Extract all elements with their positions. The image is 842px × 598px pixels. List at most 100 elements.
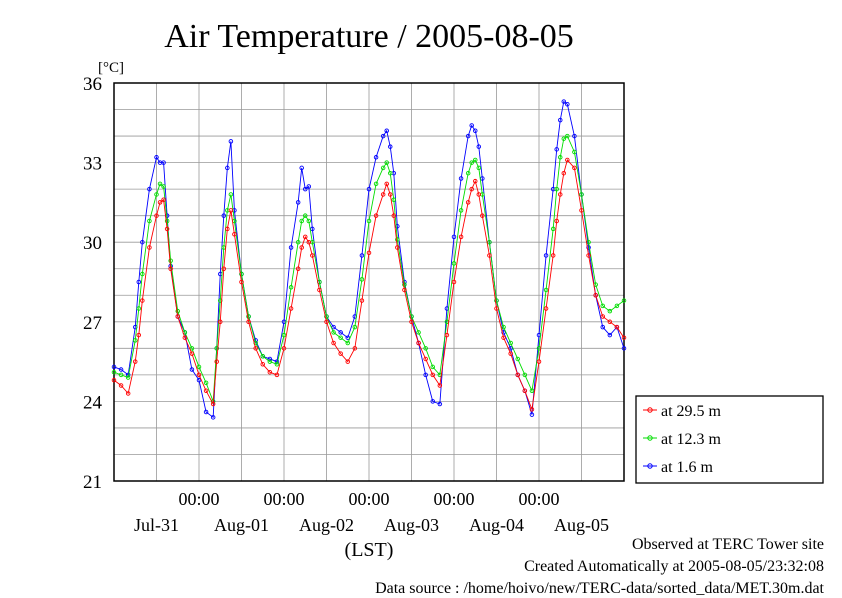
data-point [388, 170, 393, 176]
data-point [558, 192, 563, 197]
data-point [522, 388, 528, 394]
data-point [228, 192, 234, 197]
data-point [228, 208, 234, 213]
x-tick-time-label: 00:00 [178, 489, 219, 509]
data-point [550, 226, 556, 232]
data-point [267, 356, 273, 362]
data-point [402, 282, 407, 287]
data-point [373, 213, 379, 218]
data-point [147, 186, 152, 192]
data-point [196, 377, 202, 383]
x-tick-date-label: Jul-31 [134, 515, 179, 535]
data-point [246, 319, 251, 325]
data-point [125, 391, 131, 396]
data-point [543, 306, 549, 311]
x-tick-date-label: Aug-01 [214, 515, 269, 535]
data-point [494, 298, 499, 303]
data-point [572, 133, 577, 139]
data-point [154, 155, 159, 160]
data-point [554, 147, 559, 152]
data-point [352, 324, 358, 330]
data-point [465, 170, 471, 176]
data-point [607, 332, 613, 338]
data-point [384, 160, 389, 165]
data-point [586, 245, 591, 250]
grid-lines [114, 83, 624, 481]
data-point [221, 266, 227, 271]
data-point [480, 213, 485, 218]
data-point [118, 367, 124, 372]
data-point [196, 372, 202, 378]
data-point [600, 314, 606, 319]
data-point [210, 401, 216, 407]
data-point [600, 303, 606, 309]
legend-swatch-marker [647, 407, 653, 413]
y-tick-label: 36 [83, 74, 102, 95]
data-point [239, 279, 244, 285]
data-point [125, 375, 131, 380]
data-point [306, 218, 312, 224]
series-at-12-3-m [111, 133, 627, 404]
data-point [550, 253, 556, 258]
data-point [621, 335, 627, 340]
data-point [281, 332, 287, 338]
data-point [416, 340, 421, 346]
data-point [515, 356, 521, 362]
data-point [384, 181, 389, 187]
data-point [118, 372, 124, 378]
data-point [388, 144, 393, 149]
legend-label: at 12.3 m [661, 431, 722, 448]
data-point [579, 192, 584, 197]
data-point [352, 346, 358, 351]
y-tick-label: 30 [83, 233, 102, 254]
data-point [203, 388, 209, 394]
data-point [430, 372, 436, 378]
data-point [345, 335, 351, 340]
data-point [196, 364, 202, 370]
series-line [113, 159, 625, 412]
data-point [366, 186, 372, 192]
data-point [288, 245, 294, 250]
y-tick-label: 27 [83, 313, 102, 334]
data-point [561, 170, 567, 176]
data-point [529, 412, 535, 417]
data-point [529, 407, 535, 412]
data-point [614, 324, 620, 330]
data-point [558, 117, 563, 123]
data-point [451, 234, 457, 240]
data-point [366, 250, 372, 256]
data-point [210, 415, 216, 420]
x-tick-date-label: Aug-05 [554, 515, 609, 535]
data-point [147, 218, 152, 224]
data-point [469, 160, 474, 165]
data-point [189, 367, 195, 372]
data-point [246, 314, 251, 319]
data-point [228, 139, 234, 144]
data-point [164, 226, 170, 232]
data-point [565, 133, 570, 139]
data-point [501, 324, 506, 330]
data-point [214, 346, 219, 351]
legend-swatch-marker [647, 435, 653, 441]
data-point [147, 245, 152, 250]
data-point [473, 178, 478, 184]
data-point [189, 351, 195, 356]
data-point [508, 346, 513, 351]
data-point [522, 372, 528, 378]
data-point [487, 253, 492, 258]
data-point [359, 277, 365, 282]
data-point [310, 253, 315, 258]
data-point [458, 234, 464, 240]
data-point [409, 319, 414, 325]
data-point [384, 128, 389, 134]
data-point [607, 319, 613, 325]
data-point [579, 208, 584, 213]
data-point [331, 340, 336, 346]
plot-area-frame [113, 82, 625, 482]
data-point [391, 213, 397, 218]
data-point [154, 192, 159, 197]
data-point [214, 359, 219, 364]
x-axis-label: (LST) [345, 539, 394, 561]
data-point [239, 271, 244, 277]
